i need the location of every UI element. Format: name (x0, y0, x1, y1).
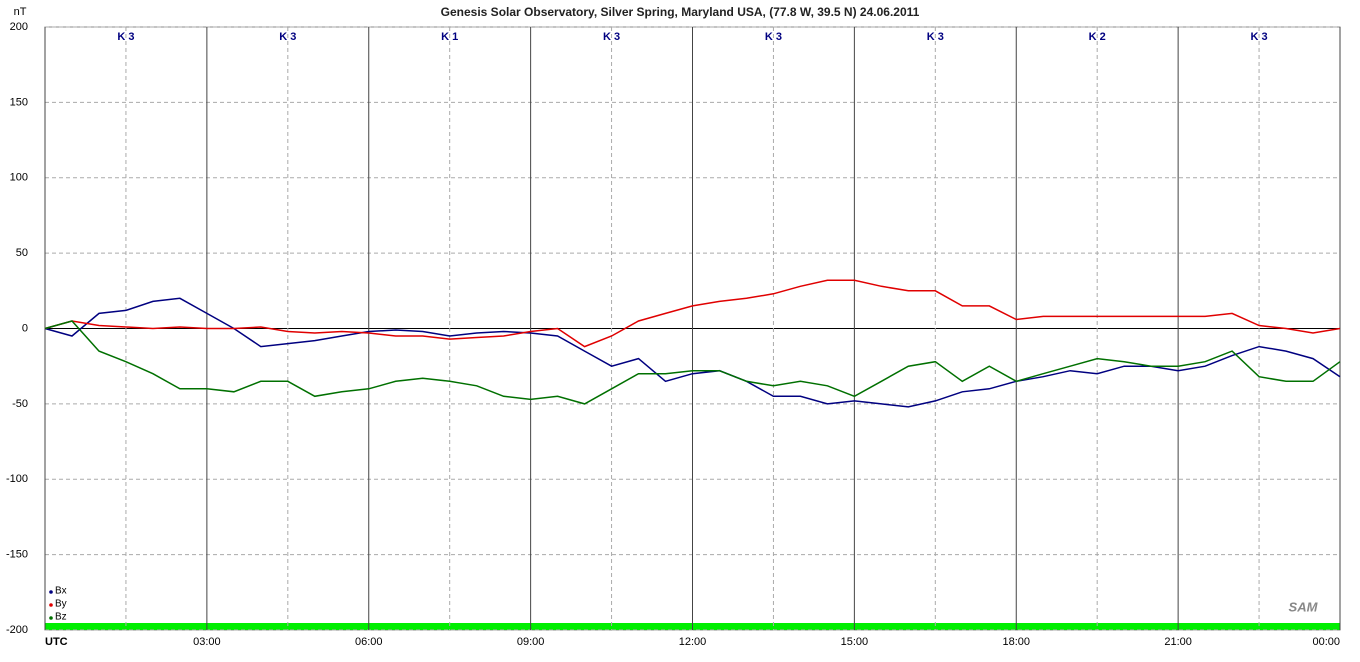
legend-label: By (55, 599, 67, 610)
x-tick-label: 03:00 (193, 636, 221, 648)
legend-marker (49, 590, 53, 594)
chart-title: Genesis Solar Observatory, Silver Spring… (441, 5, 920, 19)
y-tick-label: 50 (16, 247, 28, 259)
x-tick-label: 21:00 (1164, 636, 1192, 648)
k-index-label: K 3 (765, 31, 782, 43)
y-tick-label: 200 (10, 21, 28, 33)
k-index-label: K 2 (1089, 31, 1106, 43)
k-index-label: K 3 (279, 31, 296, 43)
legend-label: Bx (55, 586, 67, 597)
k-index-label: K 1 (441, 31, 458, 43)
y-tick-label: -150 (6, 549, 28, 561)
data-line (44, 320, 1341, 405)
legend-marker (49, 616, 53, 620)
x-tick-label: 12:00 (679, 636, 707, 648)
x-tick-label: 09:00 (517, 636, 545, 648)
legend-label: Bz (55, 612, 67, 623)
data-line (44, 297, 1341, 408)
x-tick-label: 15:00 (841, 636, 869, 648)
y-axis-label: nT (14, 6, 27, 18)
x-tick-label: 06:00 (355, 636, 383, 648)
y-tick-label: -100 (6, 473, 28, 485)
y-tick-label: 100 (10, 172, 28, 184)
k-index-label: K 3 (117, 31, 134, 43)
y-tick-label: -200 (6, 624, 28, 636)
x-tick-label: UTC (45, 636, 68, 648)
x-tick-label: 00:00 (1312, 636, 1340, 648)
data-line (44, 279, 1341, 348)
y-tick-label: -50 (12, 398, 28, 410)
k-index-label: K 3 (1251, 31, 1268, 43)
y-tick-label: 0 (22, 322, 28, 334)
legend-marker (49, 603, 53, 607)
k-index-label: K 3 (603, 31, 620, 43)
y-tick-label: 150 (10, 96, 28, 108)
logo: SAM (1289, 599, 1319, 614)
x-tick-label: 18:00 (1002, 636, 1030, 648)
k-index-label: K 3 (927, 31, 944, 43)
